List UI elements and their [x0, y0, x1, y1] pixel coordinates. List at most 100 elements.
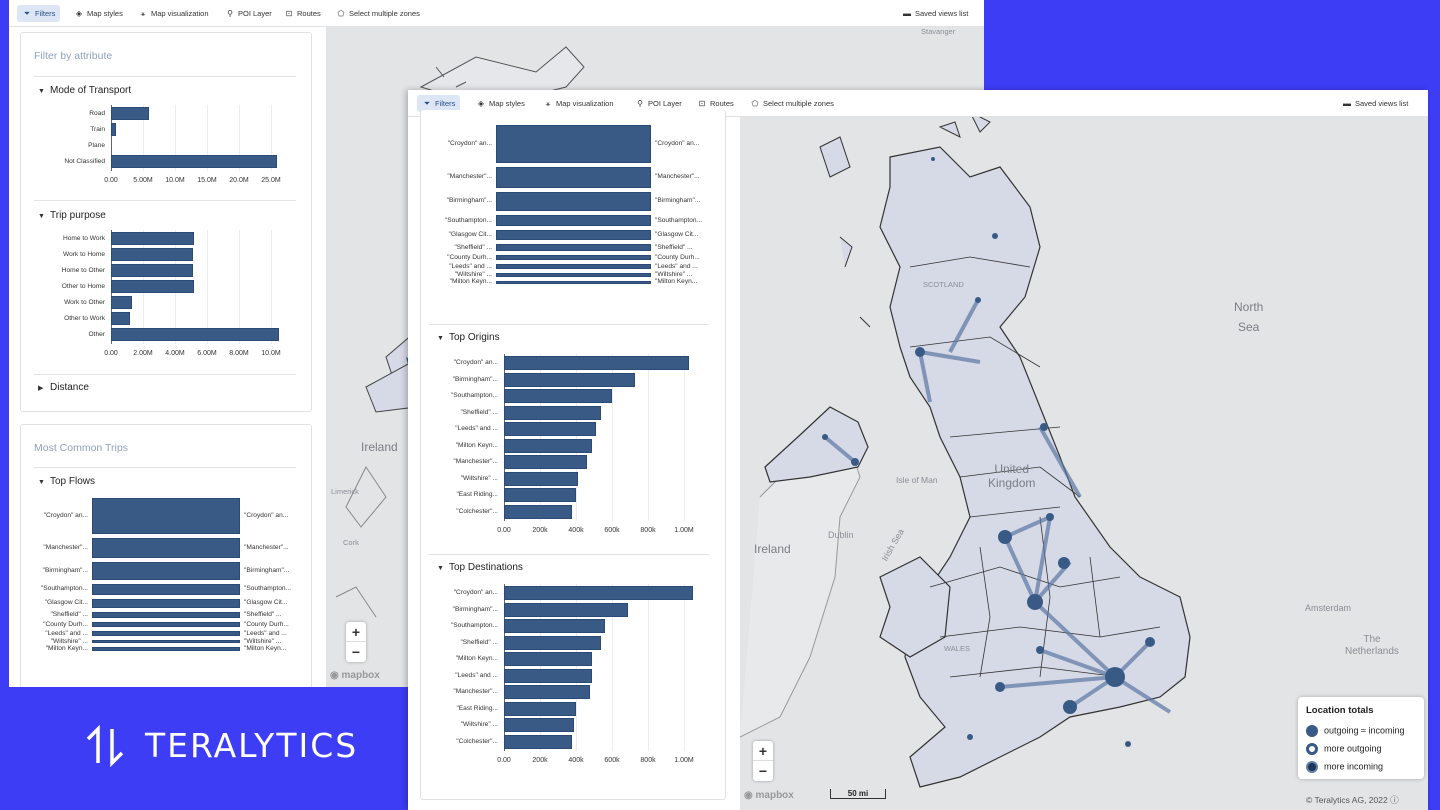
bar	[504, 405, 602, 420]
category-label: "Leeds" and ...	[455, 425, 498, 432]
zoom-in-button[interactable]: +	[753, 741, 773, 761]
category-label: Not Classified	[64, 157, 105, 165]
bar	[111, 328, 279, 341]
y-axis	[111, 105, 112, 171]
bar	[111, 155, 278, 168]
flow-origin-label: "Birmingham"...	[42, 566, 88, 574]
flow-destination-label: "County Durh...	[244, 620, 289, 628]
tick-label: 400k	[568, 527, 584, 534]
mode-of-transport-toggle[interactable]: ▼ Mode of Transport	[38, 85, 132, 96]
chevron-right-icon: ▶	[38, 385, 44, 392]
flow-bar	[92, 631, 240, 636]
teralytics-logo-icon	[86, 725, 124, 767]
ring-icon	[1306, 743, 1318, 755]
zoom-control: + −	[346, 622, 366, 662]
category-label: "Manchester"...	[453, 688, 498, 695]
select-zones-button[interactable]: ⬠ Select multiple zones	[745, 95, 839, 112]
bar	[504, 602, 629, 617]
polygon-icon: ⬠	[337, 9, 345, 18]
flow-origin-label: "Wiltshire" ...	[454, 270, 492, 278]
routes-icon: ⊡	[285, 9, 293, 18]
select-zones-button[interactable]: ⬠ Select multiple zones	[331, 5, 425, 22]
legend-item-balanced: outgoing ≈ incoming	[1306, 725, 1405, 737]
top-destinations-toggle[interactable]: ▼ Top Destinations	[437, 562, 523, 573]
category-label: "Birmingham"...	[452, 375, 498, 383]
tick-label: 0.00	[497, 527, 511, 534]
poi-layer-button[interactable]: ⚲ POI Layer	[220, 5, 277, 22]
trip-purpose-toggle[interactable]: ▼ Trip purpose	[38, 210, 106, 221]
map-styles-button[interactable]: ◈ Map styles	[69, 5, 128, 22]
map-label-scotland: SCOTLAND	[923, 280, 964, 289]
front-map[interactable]: North Sea Ireland Dublin Irish Sea Isle …	[740, 117, 1428, 810]
top-flows-toggle[interactable]: ▼ Top Flows	[38, 476, 96, 487]
chevron-down-icon: ▼	[437, 565, 444, 572]
gridline	[143, 105, 144, 171]
filters-button[interactable]: ⏷ Filters	[17, 5, 61, 22]
common-trips-panel: Most Common Trips ▼ Top Flows "Croydon" a…	[20, 424, 312, 687]
flow-origin-label: "Glasgow Cit...	[44, 599, 88, 607]
distance-toggle[interactable]: ▶ Distance	[38, 382, 89, 393]
bar	[504, 389, 612, 403]
category-label: "East Riding...	[456, 704, 498, 712]
flow-bar	[92, 647, 240, 651]
saved-views-button[interactable]: ▬ Saved views list	[897, 5, 973, 22]
flow-bar	[92, 611, 240, 619]
flow-destination-label: "County Durh...	[655, 253, 700, 261]
category-label: "Sheffield" ...	[460, 408, 498, 416]
gridline	[207, 105, 208, 171]
front-app-window: ⏷ Filters ◈ Map styles ⚹ Map visualization …	[408, 90, 1428, 810]
flow-origin-label: "Glasgow Cit...	[448, 231, 492, 239]
zoom-in-button[interactable]: +	[346, 622, 366, 642]
zoom-out-button[interactable]: −	[758, 763, 768, 779]
filters-button[interactable]: ⏷ Filters	[417, 95, 461, 112]
folder-icon: ▬	[903, 9, 911, 18]
gridline	[684, 354, 685, 521]
bar	[504, 668, 593, 683]
flow-origin-label: "Croydon" an...	[43, 512, 88, 519]
flow-origin-label: "Croydon" an...	[447, 140, 492, 147]
map-label-dublin: Dublin	[828, 530, 854, 540]
bar	[111, 123, 117, 136]
tick-label: 6.00M	[197, 350, 217, 357]
map-visualization-button[interactable]: ⚹ Map visualization	[538, 95, 619, 112]
bar	[111, 264, 193, 277]
flow-destination-label: "Sheffield" ...	[244, 611, 282, 619]
mapbox-logo: ◉ mapbox	[330, 670, 380, 681]
poi-layer-button[interactable]: ⚲ POI Layer	[630, 95, 687, 112]
tick-label: 600k	[604, 527, 620, 534]
flow-origin-label: "County Durh...	[447, 253, 492, 261]
map-visualization-button[interactable]: ⚹ Map visualization	[133, 5, 214, 22]
map-label-united-kingdom: United Kingdom	[988, 462, 1036, 490]
flow-bar	[496, 125, 651, 163]
flow-bar	[92, 498, 240, 534]
flow-bar	[496, 191, 651, 211]
bar	[504, 422, 596, 436]
routes-button[interactable]: ⊡ Routes	[279, 5, 326, 22]
tick-label: 800k	[640, 527, 656, 534]
tick-label: 25.0M	[261, 177, 281, 184]
bar	[504, 685, 591, 699]
map-styles-button[interactable]: ◈ Map styles	[471, 95, 530, 112]
divider	[429, 324, 709, 325]
bar	[111, 248, 193, 261]
category-label: Other to Home	[61, 282, 105, 290]
top-origins-toggle[interactable]: ▼ Top Origins	[437, 332, 500, 343]
copyright: © Teralytics AG, 2022 ⓘ	[1306, 795, 1399, 805]
saved-views-button[interactable]: ▬ Saved views list	[1337, 95, 1413, 112]
tick-label: 2.00M	[133, 350, 153, 357]
filter-icon: ⏷	[423, 99, 431, 108]
map-label-ireland: Ireland	[361, 440, 398, 454]
tick-label: 800k	[640, 757, 656, 764]
flow-origin-label: "Manchester"...	[43, 543, 88, 551]
map-label-amsterdam: Amsterdam	[1305, 603, 1352, 613]
zoom-out-button[interactable]: −	[351, 644, 361, 660]
map-label-stavanger: Stavanger	[921, 27, 956, 36]
bar	[504, 372, 636, 387]
flow-bar	[496, 167, 651, 188]
tick-label: 0.00	[497, 757, 511, 764]
toolbar: ⏷ Filters ◈ Map styles ⚹ Map visualization …	[9, 0, 984, 27]
routes-button[interactable]: ⊡ Routes	[692, 95, 739, 112]
map-label-cork: Cork	[343, 538, 359, 547]
category-label: "Sheffield" ...	[460, 638, 498, 646]
category-label: "Milton Keyn...	[455, 655, 498, 662]
